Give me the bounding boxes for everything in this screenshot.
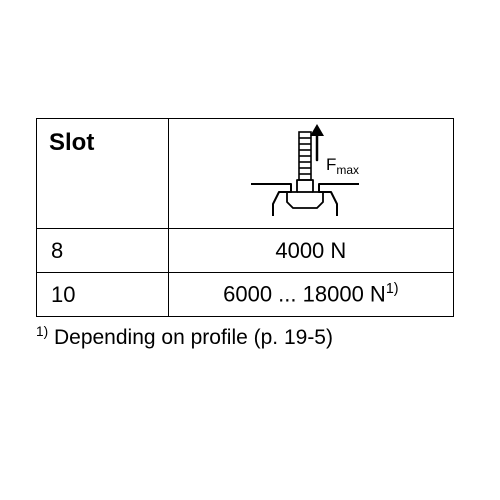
force-diagram-cell: Fmax	[168, 119, 453, 229]
force-table: Slot	[36, 118, 454, 317]
table-header-row: Slot	[37, 119, 454, 229]
force-cell: 4000 N	[168, 229, 453, 273]
tslot-bolt-icon: Fmax	[231, 122, 391, 226]
slot-header-cell: Slot	[37, 119, 169, 229]
content-wrapper: Slot	[36, 118, 454, 351]
table-row: 8 4000 N	[37, 229, 454, 273]
slot-header-label: Slot	[49, 129, 94, 156]
slot-cell: 10	[37, 273, 169, 317]
footnote: 1) Depending on profile (p. 19-5)	[36, 323, 454, 351]
fmax-sub: max	[336, 163, 359, 177]
force-value: 6000 ... 18000 N	[223, 282, 386, 307]
force-cell: 6000 ... 18000 N1)	[168, 273, 453, 317]
fmax-prefix: F	[326, 155, 336, 174]
slot-value: 10	[51, 282, 75, 307]
fmax-label: Fmax	[326, 155, 359, 177]
table-row: 10 6000 ... 18000 N1)	[37, 273, 454, 317]
footnote-marker: 1)	[36, 324, 48, 339]
force-value: 4000 N	[275, 238, 346, 263]
footnote-text: Depending on profile (p. 19-5)	[48, 326, 333, 349]
slot-value: 8	[51, 238, 63, 263]
slot-cell: 8	[37, 229, 169, 273]
force-footnote-ref: 1)	[386, 281, 399, 297]
